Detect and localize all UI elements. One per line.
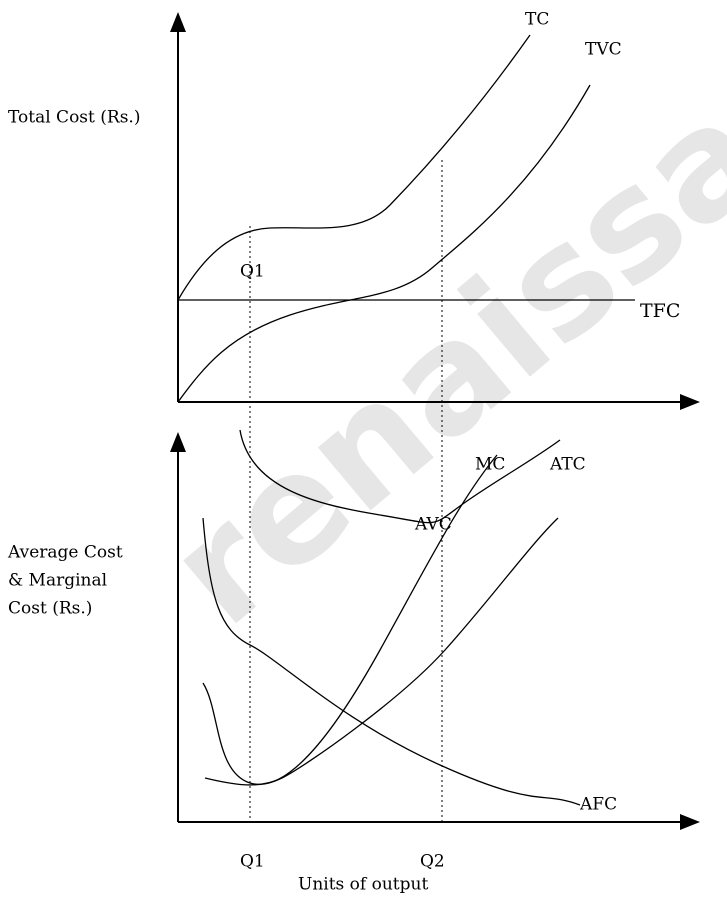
afc-curve — [202, 517, 581, 806]
curve-label: AVC — [414, 515, 452, 535]
avc-curve — [239, 429, 561, 524]
curve-label: MC — [475, 455, 505, 475]
curve-label: TVC — [585, 40, 622, 60]
axis-label: Average Cost — [7, 543, 123, 563]
tvc-curve — [177, 84, 591, 403]
watermark: renaissa — [138, 66, 727, 659]
mc-curve — [202, 454, 498, 785]
axis-label: Cost (Rs.) — [8, 599, 92, 619]
curve-label: AFC — [579, 795, 617, 815]
curve-label: ATC — [549, 455, 586, 475]
curve-label: TC — [525, 10, 549, 30]
curve-label: TFC — [640, 300, 680, 322]
axis-label: Total Cost (Rs.) — [8, 108, 140, 128]
axis-label: Units of output — [298, 875, 428, 895]
q-label: Q2 — [420, 852, 445, 872]
q-label: Q1 — [240, 262, 265, 282]
tc-curve — [177, 34, 531, 301]
atc-curve — [204, 517, 559, 786]
axis-label: & Marginal — [8, 571, 107, 591]
q-label: Q1 — [240, 852, 265, 872]
